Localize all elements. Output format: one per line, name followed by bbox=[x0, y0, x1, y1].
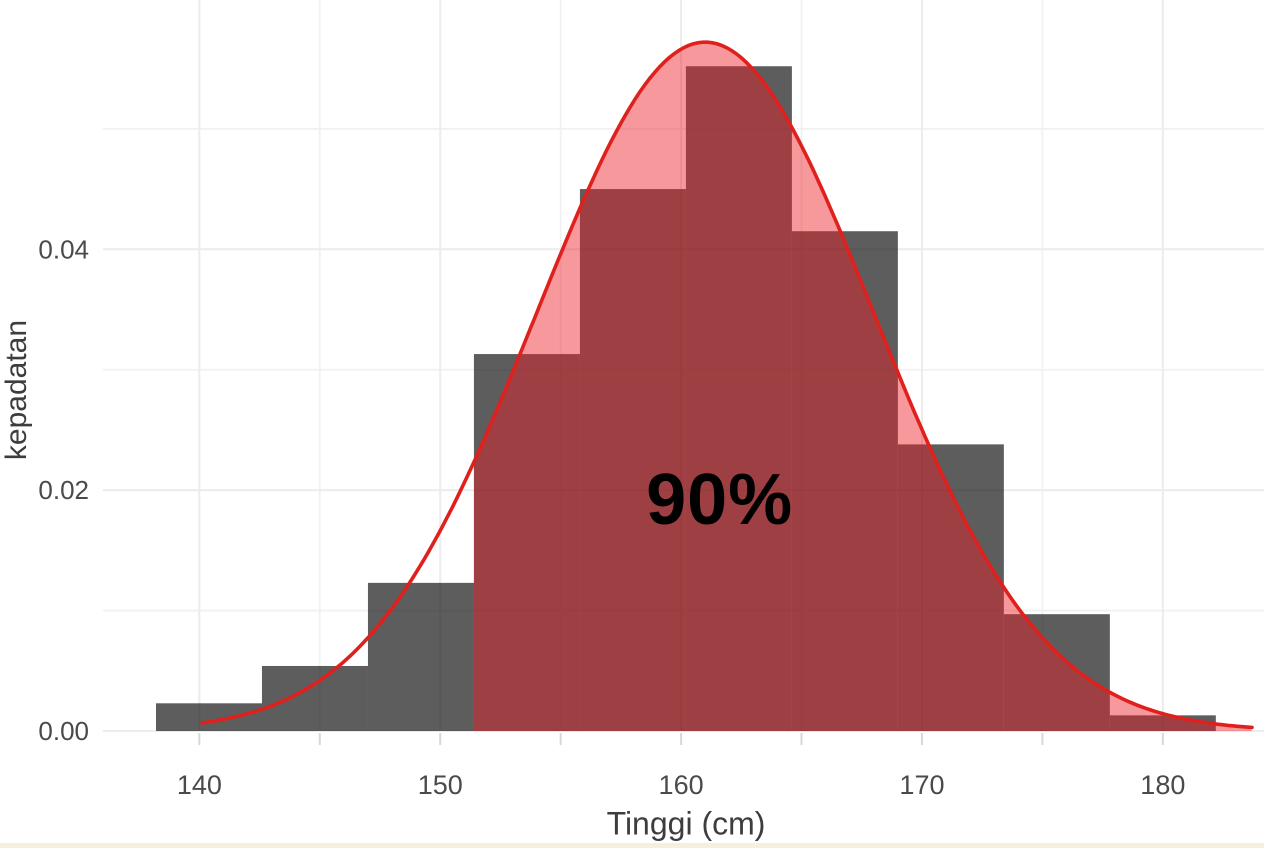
histogram-bar bbox=[1003, 614, 1110, 731]
histogram-bar bbox=[473, 354, 580, 731]
shaded-area-90pct bbox=[473, 42, 1252, 732]
x-tick-label: 140 bbox=[177, 770, 222, 800]
x-tick-label: 180 bbox=[1140, 770, 1185, 800]
histogram-bar bbox=[367, 582, 474, 731]
density-curve bbox=[200, 40, 1254, 730]
histogram-bar bbox=[791, 231, 898, 731]
histogram-bar bbox=[685, 66, 792, 731]
y-tick-label: 0.02 bbox=[38, 475, 89, 505]
coverage-annotation: 90% bbox=[646, 459, 794, 540]
x-tick-label: 150 bbox=[418, 770, 463, 800]
y-tick-label: 0.00 bbox=[38, 716, 89, 746]
x-axis-title: Tinggi (cm) bbox=[606, 805, 766, 842]
x-tick-label: 170 bbox=[899, 770, 944, 800]
histogram-bar bbox=[579, 189, 686, 731]
histogram-bar bbox=[261, 665, 368, 731]
bottom-edge-artifact bbox=[0, 843, 1264, 848]
histogram-bar bbox=[155, 703, 262, 731]
y-tick-label: 0.04 bbox=[38, 234, 89, 264]
y-axis-title: kepadatan bbox=[0, 319, 33, 461]
x-tick-label: 160 bbox=[659, 770, 704, 800]
